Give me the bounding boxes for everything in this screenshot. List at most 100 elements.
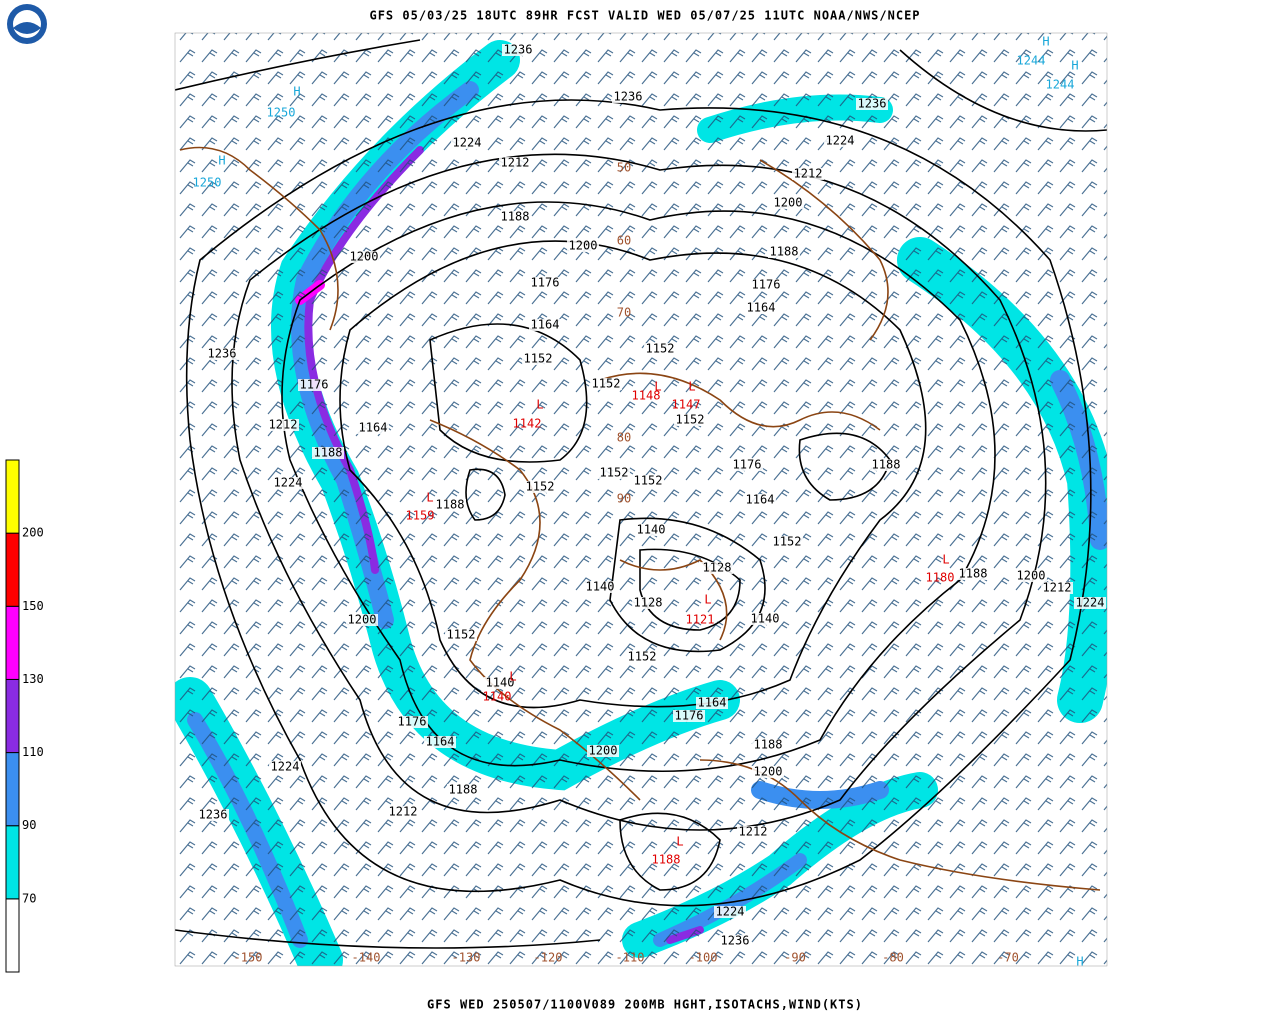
height-label: 1236 xyxy=(614,90,643,104)
label-bg xyxy=(598,467,630,479)
lat-label: 70 xyxy=(617,306,631,320)
height-label: 1200 xyxy=(589,744,618,758)
label-bg xyxy=(744,494,776,506)
height-label: 1176 xyxy=(398,715,427,729)
label-bg xyxy=(567,240,599,252)
height-label: 1164 xyxy=(698,696,727,710)
label-bg xyxy=(267,419,299,431)
label-bg xyxy=(272,477,304,489)
lon-label: -140 xyxy=(352,951,381,965)
height-label: 1152 xyxy=(646,342,675,356)
low-letter: L xyxy=(688,380,695,394)
lat-label: 60 xyxy=(617,234,631,248)
label-bg xyxy=(737,826,769,838)
low-value: 1159 xyxy=(406,509,435,523)
label-bg xyxy=(434,499,466,511)
label-bg xyxy=(701,562,733,574)
height-label: 1164 xyxy=(531,318,560,332)
label-bg xyxy=(357,422,389,434)
colorbar: 70 90 110 130 150 200 xyxy=(5,459,44,973)
height-label: 1188 xyxy=(436,498,465,512)
height-label: 1140 xyxy=(586,580,615,594)
colorbar-swatch xyxy=(5,605,20,680)
label-bg xyxy=(824,135,856,147)
height-label: 1200 xyxy=(348,613,377,627)
label-bg xyxy=(529,277,561,289)
label-bg xyxy=(752,766,784,778)
lon-label: -130 xyxy=(452,951,481,965)
label-bg xyxy=(714,906,746,918)
map-frame xyxy=(174,32,1108,967)
lat-label: 90 xyxy=(617,492,631,506)
colorbar-label: 90 xyxy=(22,818,36,832)
label-bg xyxy=(445,629,477,641)
label-bg xyxy=(1015,570,1047,582)
high-value: 1250 xyxy=(193,176,222,190)
height-contours xyxy=(175,39,1107,949)
label-bg xyxy=(632,597,664,609)
label-bg xyxy=(499,211,531,223)
label-bg xyxy=(590,378,622,390)
height-label: 1200 xyxy=(774,196,803,210)
lat-label: 50 xyxy=(617,161,631,175)
label-bg xyxy=(673,710,705,722)
label-bg xyxy=(298,379,330,391)
noaa-logo xyxy=(7,4,47,44)
height-label: 1224 xyxy=(1076,596,1105,610)
high-value: 1244 xyxy=(1046,78,1075,92)
label-bg xyxy=(749,613,781,625)
label-bg xyxy=(269,761,301,773)
height-label: 1176 xyxy=(300,378,329,392)
height-label: 1152 xyxy=(773,535,802,549)
height-label: 1152 xyxy=(628,650,657,664)
high-letter: H xyxy=(218,154,225,168)
label-bg xyxy=(451,137,483,149)
height-label: 1212 xyxy=(739,825,768,839)
label-bg xyxy=(206,348,238,360)
low-letter: L xyxy=(426,491,433,505)
label-bg xyxy=(524,481,556,493)
label-bg xyxy=(346,614,378,626)
label-bg xyxy=(584,581,616,593)
high-value: 1244 xyxy=(1017,54,1046,68)
height-label: 1188 xyxy=(449,783,478,797)
label-bg xyxy=(396,716,428,728)
label-bg xyxy=(674,414,706,426)
label-bg xyxy=(632,475,664,487)
low-letter: L xyxy=(536,398,543,412)
low-value: 1148 xyxy=(632,389,661,403)
label-bg xyxy=(856,98,888,110)
low-letter: L xyxy=(509,670,516,684)
low-letter: L xyxy=(654,380,661,394)
height-label: 1212 xyxy=(389,805,418,819)
colorbar-swatch xyxy=(5,532,20,607)
height-label: 1212 xyxy=(794,167,823,181)
label-bg xyxy=(612,91,644,103)
lon-label: -70 xyxy=(997,951,1019,965)
high-letter: H xyxy=(1076,955,1083,969)
height-label: 1236 xyxy=(858,97,887,111)
height-label: 1188 xyxy=(754,738,783,752)
colorbar-swatch xyxy=(5,459,20,534)
high-letter: H xyxy=(1071,59,1078,73)
height-label: 1152 xyxy=(526,480,555,494)
high-letter: H xyxy=(293,85,300,99)
height-label: 1200 xyxy=(350,250,379,264)
colorbar-swatch xyxy=(5,752,20,827)
height-label: 1212 xyxy=(1043,581,1072,595)
label-bg xyxy=(768,246,800,258)
height-label: 1176 xyxy=(675,709,704,723)
colorbar-label: 110 xyxy=(22,745,44,759)
height-label: 1152 xyxy=(447,628,476,642)
height-label: 1128 xyxy=(703,561,732,575)
label-bg xyxy=(587,745,619,757)
label-bg xyxy=(197,809,229,821)
label-bg xyxy=(792,168,824,180)
height-label: 1224 xyxy=(453,136,482,150)
map xyxy=(175,33,1107,966)
colorbar-label: 150 xyxy=(22,599,44,613)
low-letter: L xyxy=(942,553,949,567)
lon-label: -100 xyxy=(689,951,718,965)
colorbar-label: 200 xyxy=(22,526,44,540)
